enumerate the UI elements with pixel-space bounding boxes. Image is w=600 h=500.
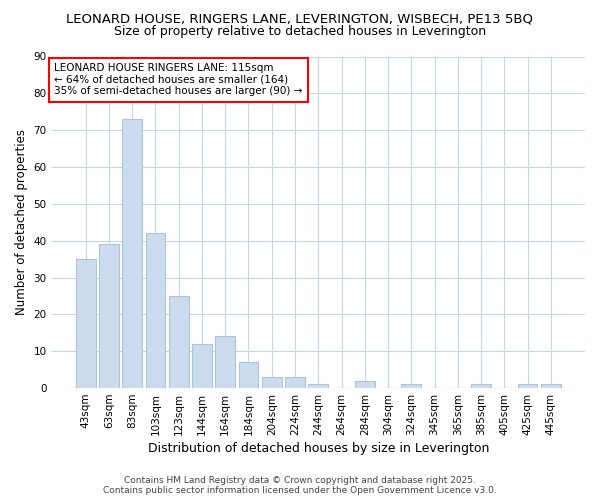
Bar (99, 244, 119, 388)
Bar (76, 259, 95, 388)
Bar (192, 344, 212, 388)
Bar (146, 234, 166, 388)
Bar (262, 377, 281, 388)
Text: Contains HM Land Registry data © Crown copyright and database right 2025.
Contai: Contains HM Land Registry data © Crown c… (103, 476, 497, 495)
Text: Size of property relative to detached houses in Leverington: Size of property relative to detached ho… (114, 25, 486, 38)
Bar (541, 384, 561, 388)
Bar (122, 119, 142, 388)
Text: LEONARD HOUSE, RINGERS LANE, LEVERINGTON, WISBECH, PE13 5BQ: LEONARD HOUSE, RINGERS LANE, LEVERINGTON… (67, 12, 533, 26)
Bar (169, 296, 188, 388)
Bar (355, 380, 374, 388)
Bar (215, 336, 235, 388)
Bar (518, 384, 538, 388)
Text: LEONARD HOUSE RINGERS LANE: 115sqm
← 64% of detached houses are smaller (164)
35: LEONARD HOUSE RINGERS LANE: 115sqm ← 64%… (54, 63, 302, 96)
Bar (239, 362, 259, 388)
Bar (471, 384, 491, 388)
Y-axis label: Number of detached properties: Number of detached properties (15, 130, 28, 316)
Bar (401, 384, 421, 388)
X-axis label: Distribution of detached houses by size in Leverington: Distribution of detached houses by size … (148, 442, 489, 455)
Bar (308, 384, 328, 388)
Bar (285, 377, 305, 388)
